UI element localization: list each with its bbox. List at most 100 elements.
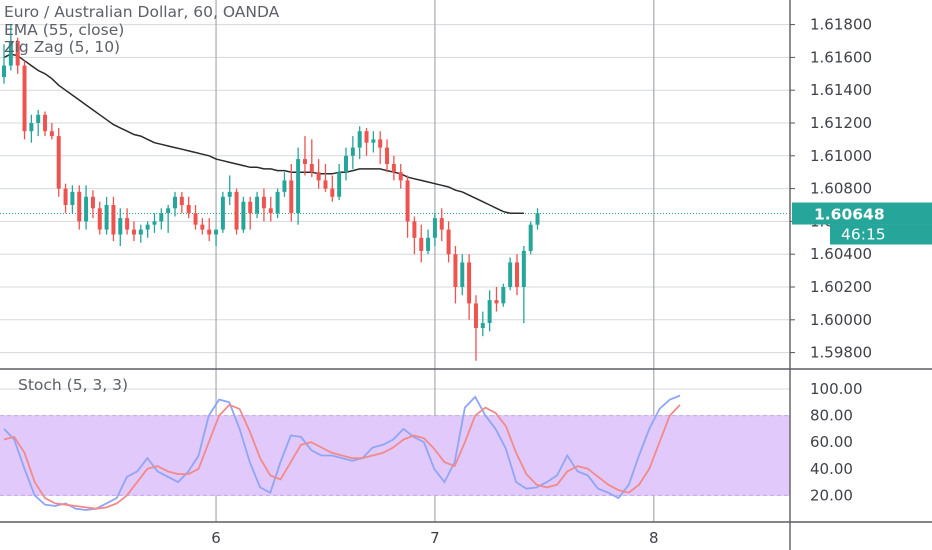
- candle-body: [364, 131, 369, 143]
- candle-body: [207, 229, 212, 235]
- candle: [412, 216, 417, 255]
- candle-body: [508, 262, 513, 287]
- candle: [275, 188, 280, 219]
- stoch-k-line: [3, 394, 681, 511]
- candle: [214, 229, 219, 246]
- candle: [371, 131, 376, 153]
- candle: [391, 155, 396, 181]
- candle: [15, 37, 20, 74]
- candle: [63, 183, 68, 214]
- candle: [460, 254, 465, 296]
- candle-body: [480, 323, 485, 328]
- candle-body: [357, 131, 362, 148]
- candle: [480, 311, 485, 337]
- candle-body: [193, 213, 198, 225]
- candle: [255, 191, 260, 219]
- candle-body: [111, 205, 116, 235]
- candle-body: [296, 159, 301, 214]
- price-tick-label: 1.60400: [810, 245, 872, 263]
- candle: [234, 188, 239, 235]
- candle-body: [29, 123, 34, 132]
- candle: [166, 205, 171, 233]
- candle: [179, 191, 184, 214]
- candle-body: [344, 155, 348, 173]
- candle-body: [302, 159, 307, 164]
- candle-body: [460, 262, 465, 287]
- candle-body: [131, 229, 136, 235]
- candle-body: [70, 191, 75, 205]
- candle: [309, 139, 314, 178]
- time-axis[interactable]: 6 7 8: [0, 521, 932, 547]
- candle-body: [412, 221, 417, 238]
- candle: [97, 201, 102, 235]
- candle-body: [186, 205, 191, 214]
- candle: [385, 139, 390, 173]
- candle-body: [316, 172, 321, 181]
- candle-body: [521, 250, 526, 287]
- candle: [241, 196, 246, 233]
- symbol-legend[interactable]: Euro / Australian Dollar, 60, OANDA: [4, 3, 280, 21]
- candle-body: [289, 180, 294, 214]
- stoch-tick-label: 40.00: [810, 460, 853, 478]
- candle-body: [227, 191, 232, 197]
- candle: [118, 208, 123, 246]
- candle: [446, 221, 451, 263]
- candle: [261, 188, 266, 222]
- candle-body: [97, 208, 102, 230]
- candle-body: [200, 224, 205, 230]
- candle-body: [56, 136, 61, 189]
- candle: [330, 175, 335, 202]
- candle: [501, 283, 506, 307]
- candle-body: [371, 139, 376, 143]
- price-tick-label: 1.59800: [810, 344, 872, 362]
- candle-body: [159, 213, 164, 222]
- candle-body: [90, 196, 95, 209]
- candle: [398, 164, 403, 189]
- zigzag-legend[interactable]: Zig Zag (5, 10): [4, 38, 121, 56]
- time-tick-label: 8: [649, 529, 659, 547]
- ema-legend[interactable]: EMA (55, close): [4, 21, 125, 39]
- candle-body: [36, 114, 41, 123]
- candle: [528, 221, 533, 255]
- candle: [193, 205, 198, 230]
- last-price-tag[interactable]: 1.60648: [792, 202, 932, 225]
- candle: [453, 246, 458, 304]
- candle: [248, 196, 253, 230]
- stoch-legend[interactable]: Stoch (5, 3, 3): [18, 376, 129, 394]
- candle: [43, 111, 48, 137]
- candle: [2, 44, 6, 84]
- candle: [159, 208, 164, 230]
- candle-body: [275, 191, 280, 214]
- candle-body: [104, 205, 109, 230]
- candle: [419, 224, 424, 263]
- candle-body: [43, 114, 48, 132]
- candle: [378, 131, 383, 164]
- stoch-d-line: [3, 403, 681, 510]
- candle: [227, 175, 232, 205]
- candle-body: [528, 224, 533, 251]
- candle: [131, 221, 136, 242]
- candle-body: [152, 221, 157, 225]
- candle: [282, 172, 287, 197]
- candle-body: [385, 147, 390, 164]
- candle-body: [473, 303, 478, 328]
- price-tick-label: 1.61200: [810, 114, 872, 132]
- candle-body: [125, 218, 130, 230]
- candle: [220, 191, 225, 233]
- candle-body: [173, 196, 177, 209]
- candle: [200, 218, 205, 235]
- candle-body: [77, 191, 82, 222]
- candle: [70, 185, 75, 214]
- candle: [104, 196, 109, 235]
- candle: [152, 213, 157, 233]
- candle: [473, 295, 478, 361]
- candle: [289, 164, 294, 222]
- candle-body: [453, 254, 458, 287]
- candle-body: [419, 237, 424, 251]
- price-tick-label: 1.61600: [810, 48, 872, 66]
- time-tick-label: 6: [211, 529, 221, 547]
- candle: [49, 123, 54, 140]
- countdown-label: 46:15: [841, 226, 886, 244]
